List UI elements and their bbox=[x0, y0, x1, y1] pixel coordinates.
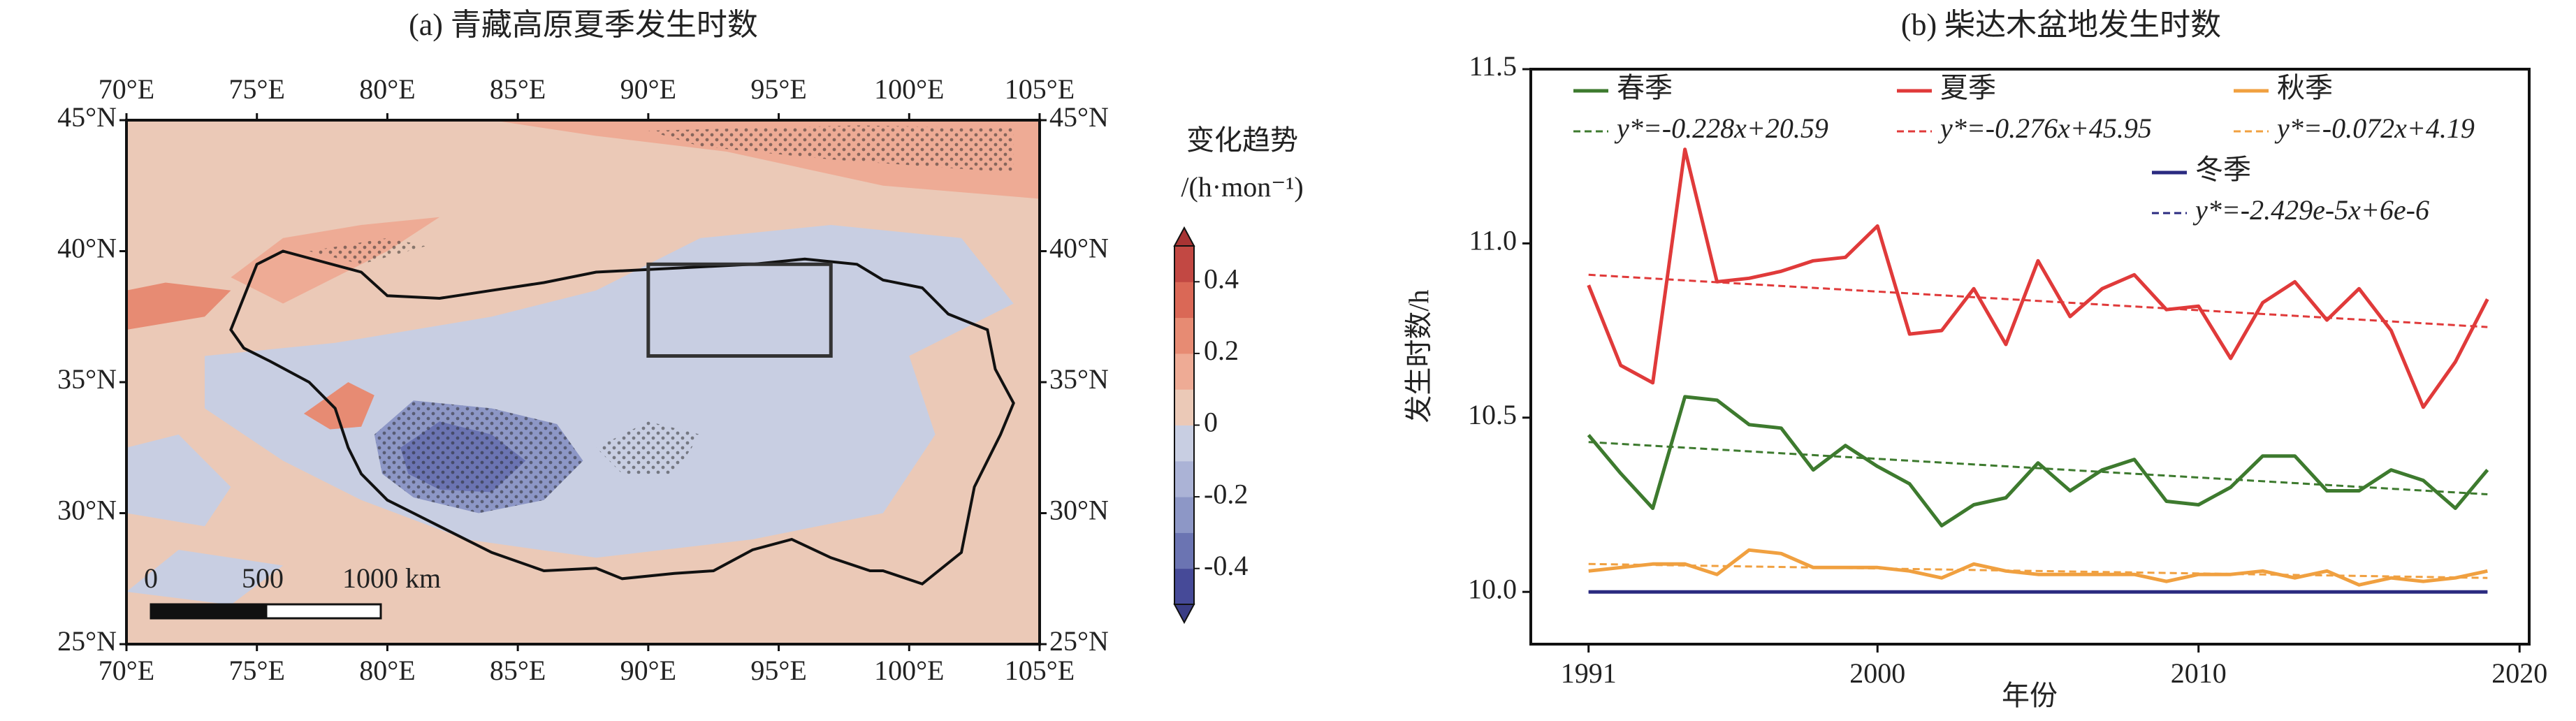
colorbar-tick-label: -0.4 bbox=[1204, 550, 1248, 581]
colorbar-title: 变化趋势 bbox=[1186, 124, 1298, 156]
colorbar-segment bbox=[1174, 282, 1194, 319]
scale-label: 1000 km bbox=[342, 562, 441, 594]
colorbar-tick-label: 0 bbox=[1204, 407, 1218, 438]
scale-bar-black bbox=[150, 603, 268, 620]
colorbar-segment bbox=[1174, 425, 1194, 462]
lat-tick-label: 45°N bbox=[1049, 101, 1109, 133]
lon-tick-label: 90°E bbox=[620, 655, 676, 686]
colorbar-segment bbox=[1174, 532, 1194, 569]
colorbar-segment bbox=[1174, 568, 1194, 605]
negative-region bbox=[126, 435, 231, 527]
lat-tick-label: 30°N bbox=[57, 495, 117, 526]
lat-tick-label: 30°N bbox=[1049, 495, 1109, 526]
lon-tick-label: 85°E bbox=[490, 655, 546, 686]
lon-tick-label: 75°E bbox=[228, 655, 284, 686]
series-line bbox=[1587, 395, 2489, 527]
legend-label: 冬季 bbox=[2195, 154, 2251, 185]
plateau-outline bbox=[229, 249, 1015, 586]
legend-trend-label: y*=-0.072x+4.19 bbox=[2274, 112, 2475, 144]
lat-tick-label: 40°N bbox=[57, 233, 117, 264]
x-tick-label: 1991 bbox=[1561, 657, 1617, 689]
negative-region bbox=[126, 550, 284, 605]
colorbar-segment bbox=[1174, 497, 1194, 533]
lon-tick-label: 105°E bbox=[1005, 655, 1075, 686]
stipple bbox=[374, 400, 583, 514]
map-area bbox=[126, 120, 1040, 644]
lat-tick-label: 45°N bbox=[57, 101, 117, 133]
lon-tick-label: 90°E bbox=[620, 73, 676, 105]
qaidam-box bbox=[646, 262, 833, 358]
positive-region bbox=[303, 382, 374, 430]
lat-tick-label: 40°N bbox=[1049, 233, 1109, 264]
plot-frame bbox=[1529, 68, 2531, 646]
chart-title: (b) 柴达木盆地发生时数 bbox=[1901, 8, 2221, 42]
map-title: (a) 青藏高原夏季发生时数 bbox=[409, 8, 758, 42]
positive-region bbox=[126, 282, 231, 330]
x-axis-label: 年份 bbox=[2002, 680, 2058, 711]
lon-tick-label: 75°E bbox=[228, 73, 284, 105]
scale-label: 0 bbox=[144, 562, 158, 594]
lat-tick-label: 35°N bbox=[1049, 363, 1109, 395]
legend-label: 春季 bbox=[1617, 72, 1673, 103]
y-tick-label: 11.5 bbox=[1469, 50, 1517, 82]
legend-trend-label: y*=-0.228x+20.59 bbox=[1614, 112, 1828, 144]
lat-tick-label: 35°N bbox=[57, 363, 117, 395]
x-tick-label: 2020 bbox=[2491, 657, 2547, 689]
lon-tick-label: 80°E bbox=[359, 655, 415, 686]
series-line bbox=[1587, 147, 2489, 409]
colorbar-top bbox=[1173, 226, 1195, 247]
x-tick-label: 2000 bbox=[1849, 657, 1905, 689]
legend-trend-label: y*=-2.429e-5x+6e-6 bbox=[2192, 194, 2429, 226]
series-line bbox=[1588, 548, 2488, 587]
lon-tick-label: 100°E bbox=[874, 655, 944, 686]
legend-trend-label: y*=-0.276x+45.95 bbox=[1937, 112, 2152, 144]
y-tick-label: 10.5 bbox=[1468, 399, 1517, 430]
lon-tick-label: 80°E bbox=[359, 73, 415, 105]
colorbar-segment bbox=[1174, 246, 1194, 282]
lon-tick-label: 105°E bbox=[1005, 73, 1075, 105]
colorbar-tick-label: 0.2 bbox=[1204, 335, 1239, 366]
colorbar-bottom bbox=[1173, 604, 1195, 625]
y-tick-label: 11.0 bbox=[1469, 225, 1517, 256]
lon-tick-label: 100°E bbox=[874, 73, 944, 105]
x-tick-label: 2010 bbox=[2171, 657, 2227, 689]
stipple bbox=[596, 421, 701, 474]
lon-tick-label: 95°E bbox=[750, 655, 806, 686]
lat-tick-label: 25°N bbox=[1049, 625, 1109, 657]
colorbar-segment bbox=[1174, 460, 1194, 497]
lon-tick-label: 85°E bbox=[490, 73, 546, 105]
trend-line bbox=[1588, 273, 2488, 328]
colorbar-segment bbox=[1174, 317, 1194, 354]
lon-tick-label: 95°E bbox=[750, 73, 806, 105]
lon-tick-label: 70°E bbox=[99, 655, 154, 686]
colorbar-tick-label: -0.2 bbox=[1204, 478, 1248, 509]
colorbar-unit: /(h·mon⁻¹) bbox=[1181, 171, 1303, 203]
scale-bar-white bbox=[265, 603, 382, 620]
legend-label: 夏季 bbox=[1940, 72, 1996, 103]
trend-line bbox=[1588, 441, 2488, 496]
scale-label: 500 bbox=[242, 562, 284, 594]
legend-label: 秋季 bbox=[2277, 72, 2333, 103]
lon-tick-label: 70°E bbox=[99, 73, 154, 105]
y-axis-label: 发生时数/h bbox=[1403, 289, 1434, 423]
stipple bbox=[309, 238, 427, 265]
lat-tick-label: 25°N bbox=[57, 625, 117, 657]
y-tick-label: 10.0 bbox=[1468, 573, 1517, 604]
colorbar-segment bbox=[1174, 389, 1194, 425]
colorbar-tick-label: 0.4 bbox=[1204, 263, 1239, 294]
stipple bbox=[648, 125, 1014, 173]
colorbar-segment bbox=[1174, 353, 1194, 390]
